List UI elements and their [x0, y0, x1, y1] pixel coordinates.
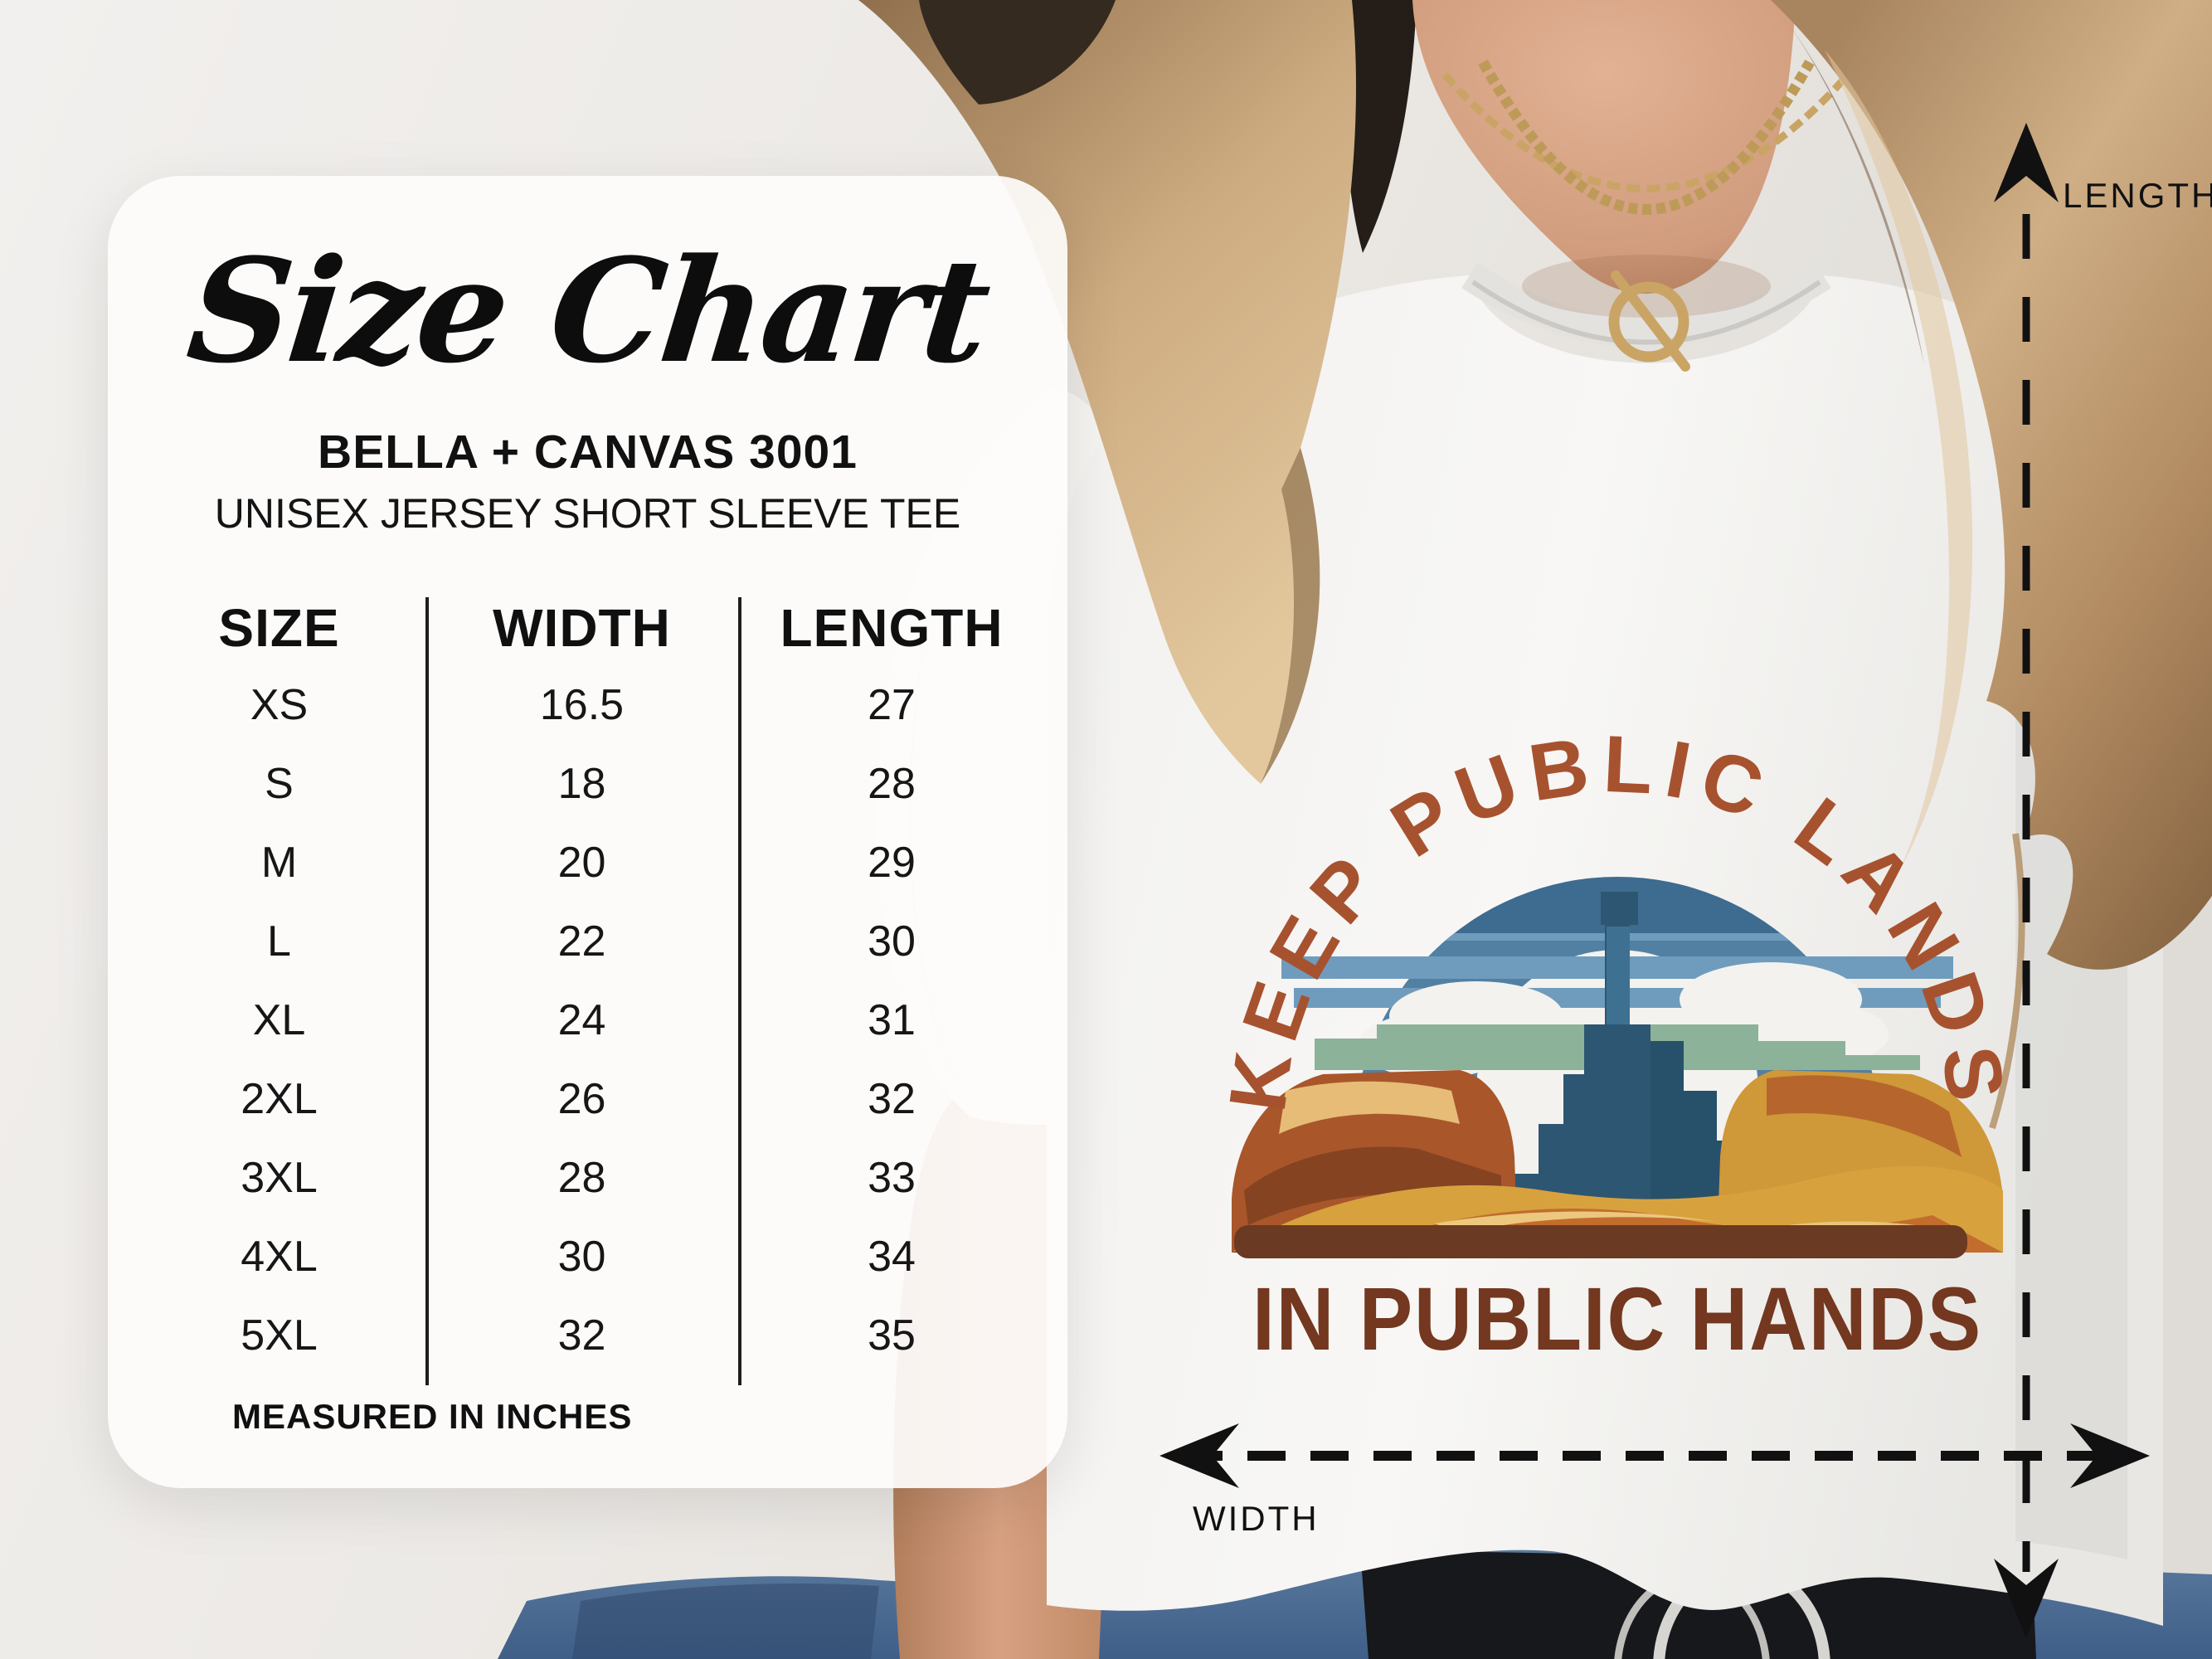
- table-cell: 4XL: [241, 1232, 318, 1281]
- size-table-header: SIZE WIDTH LENGTH: [133, 591, 1045, 665]
- hair-right: [1771, 0, 2212, 970]
- tshirt-graphic: KEEP PUBLIC LANDS IN PUBLIC HANDS: [1212, 718, 2012, 1369]
- table-cell: 26: [557, 1074, 606, 1123]
- table-cell: 16.5: [539, 680, 625, 729]
- table-cell: XS: [250, 680, 309, 729]
- column-divider: [738, 597, 741, 1385]
- column-divider: [425, 597, 429, 1385]
- necklace-toggle-bar: [1611, 270, 1690, 372]
- brand-name: BELLA + CANVAS 3001: [318, 426, 858, 479]
- page-title: Size Chart: [180, 226, 995, 395]
- table-cell: 27: [868, 680, 916, 729]
- table-row: M 20 29: [133, 823, 1045, 902]
- table-cell: 34: [868, 1232, 916, 1281]
- jeans-shadow: [572, 1584, 879, 1659]
- necklace-toggle-ring: [1608, 281, 1689, 362]
- column-header-size: SIZE: [218, 598, 340, 658]
- product-name: UNISEX JERSEY SHORT SLEEVE TEE: [214, 490, 961, 537]
- table-cell: 28: [868, 759, 916, 808]
- column-header-length: LENGTH: [780, 598, 1004, 658]
- hair-strand: [1989, 833, 2025, 1130]
- table-cell: S: [265, 759, 294, 808]
- table-row: L 22 30: [133, 902, 1045, 980]
- design-mesa-right-shade: [1767, 1075, 1962, 1157]
- table-cell: 35: [868, 1311, 916, 1360]
- design-base-bar: [1234, 1225, 1967, 1258]
- design-tower-highlight: [1607, 927, 1630, 1024]
- size-table: SIZE WIDTH LENGTH XS 16.5 27 S 18 28 M 20 29 L 22 3…: [133, 591, 1045, 1374]
- table-cell: 3XL: [241, 1153, 318, 1202]
- table-row: 5XL 32 35: [133, 1296, 1045, 1374]
- table-cell: 30: [557, 1232, 606, 1281]
- design-mesa-left-streak: [1279, 1081, 1460, 1134]
- hair-shadow: [1345, 0, 1417, 253]
- table-cell: XL: [252, 995, 306, 1044]
- collar-edge: [1471, 280, 1821, 345]
- column-header-width: WIDTH: [493, 598, 671, 658]
- table-cell: 24: [557, 995, 606, 1044]
- table-cell: 33: [868, 1153, 916, 1202]
- table-cell: M: [260, 838, 298, 887]
- table-cell: 28: [557, 1153, 606, 1202]
- table-cell: 18: [557, 759, 606, 808]
- hair-highlight: [1825, 50, 1973, 871]
- necklace-curb-chain: [1478, 59, 1815, 215]
- table-cell: 32: [868, 1074, 916, 1123]
- units-note: MEASURED IN INCHES: [232, 1397, 633, 1436]
- table-cell: 29: [868, 838, 916, 887]
- table-cell: L: [267, 917, 291, 966]
- necklace-paperclip-chain: [1441, 72, 1851, 192]
- table-cell: 30: [868, 917, 916, 966]
- table-cell: 20: [557, 838, 606, 887]
- table-cell: 5XL: [241, 1311, 318, 1360]
- table-row: XL 24 31: [133, 980, 1045, 1059]
- hair-left-shadow: [1261, 448, 1320, 784]
- table-row: XS 16.5 27: [133, 665, 1045, 744]
- table-cell: 22: [557, 917, 606, 966]
- design-mesa-left-shade: [1244, 1146, 1501, 1225]
- table-cell: 32: [557, 1311, 606, 1360]
- table-row: 2XL 26 32: [133, 1059, 1045, 1138]
- tee-collar: [1461, 262, 1831, 348]
- hair-left: [858, 0, 1356, 784]
- table-row: 4XL 30 34: [133, 1217, 1045, 1296]
- size-chart-panel: Size Chart BELLA + CANVAS 3001 UNISEX JE…: [108, 176, 1067, 1488]
- table-row: 3XL 28 33: [133, 1138, 1045, 1217]
- table-cell: 31: [868, 995, 916, 1044]
- size-table-body: XS 16.5 27 S 18 28 M 20 29 L 22 30 XL 24 31 2XL 26 32 3XL 2…: [133, 665, 1045, 1374]
- table-row: S 18 28: [133, 744, 1045, 823]
- table-cell: 2XL: [241, 1074, 318, 1123]
- hair-roots: [919, 0, 1116, 105]
- design-bottom-text: IN PUBLIC HANDS: [1252, 1268, 1982, 1369]
- model-neck: [1412, 0, 1796, 294]
- design-dune-cream-1: [1435, 1211, 1717, 1233]
